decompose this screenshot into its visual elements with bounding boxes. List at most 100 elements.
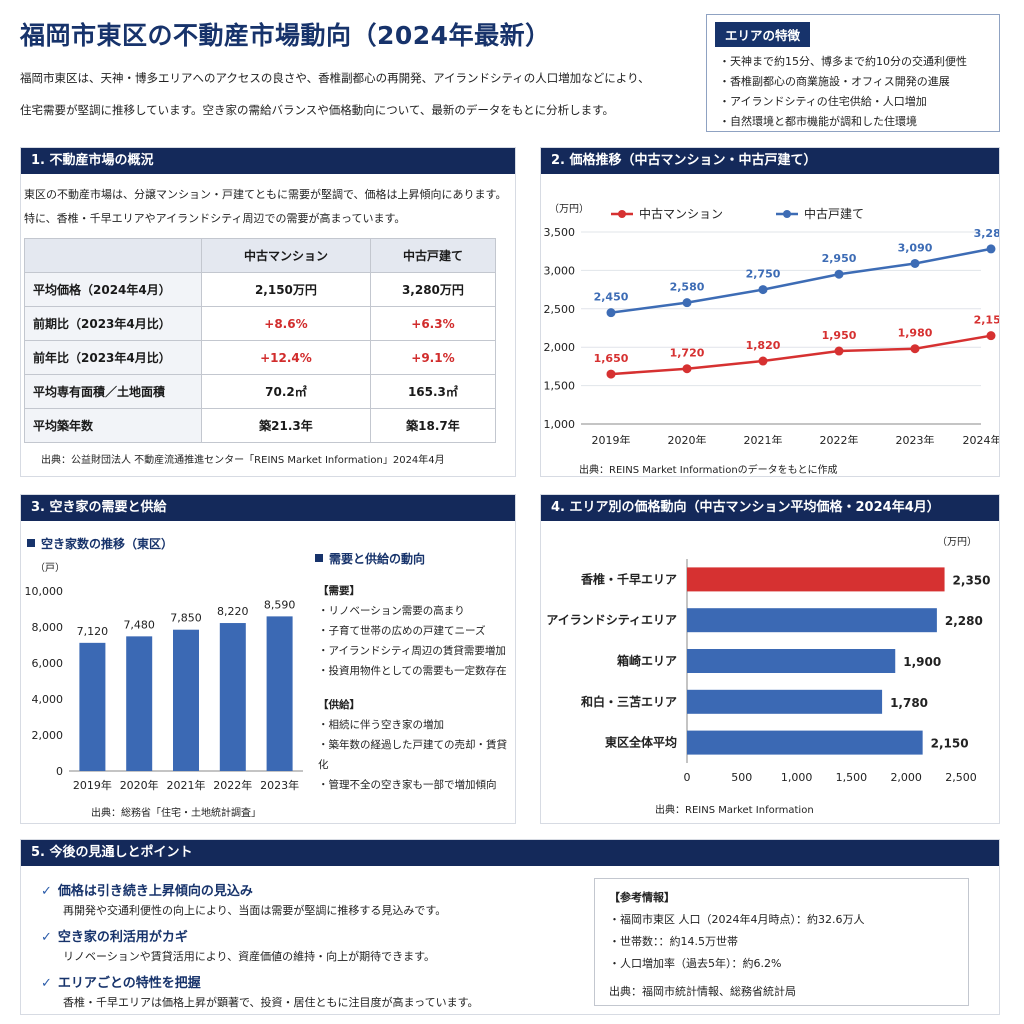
x-tick-label: 2022年 (820, 433, 859, 444)
data-label: 2,150 (974, 314, 999, 327)
x-tick-label: 2023年 (260, 778, 299, 792)
feature-item: ・アイランドシティの住宅供給・人口増加 (719, 95, 927, 108)
square-bullet-icon (315, 554, 323, 562)
x-axis-unit: （万円） (937, 536, 977, 548)
x-tick-label: 0 (684, 771, 691, 784)
bar (173, 629, 199, 771)
vacancy-heading: 3. 空き家の需要と供給 (21, 495, 515, 521)
intro-line-1: 福岡市東区は、天神・博多エリアへのアクセスの良さや、香椎副都心の再開発、アイラン… (20, 71, 650, 85)
area-price-panel: 4. エリア別の価格動向（中古マンション平均価格・2024年4月） （万円） 0 5… (540, 494, 1000, 824)
table-row: 前年比（2023年4月比） +12.4% +9.1% (24, 340, 497, 375)
legend-marker (618, 210, 626, 218)
price-trend-source: 出典：REINS Market Informationのデータをもとに作成 (579, 465, 838, 476)
data-label: 2,750 (746, 268, 781, 281)
x-tick-label: 2020年 (120, 778, 159, 792)
data-label: 1,780 (890, 696, 928, 710)
x-tick-label: 2,000 (890, 771, 922, 784)
price-trend-panel: 2. 価格推移（中古マンション・中古戸建て） （万円） 1,000 1,500 2,0… (540, 147, 1000, 477)
x-tick-label: 1,500 (836, 771, 868, 784)
x-tick-label: 2019年 (73, 778, 112, 792)
reference-item: ・人口増加率（過去5年）：約6.2% (609, 957, 782, 970)
row-label: 前期比（2023年4月比） (24, 306, 202, 341)
area-features-list: ・天神まで約15分、博多まで約10分の交通利便性 ・香椎副都心の商業施設・オフィ… (707, 47, 999, 132)
bar (266, 616, 293, 771)
data-point (606, 369, 616, 379)
x-tick-label: 500 (731, 771, 752, 784)
overview-line-1: 東区の不動産市場は、分譲マンション・戸建てともに需要が堅調で、価格は上昇傾向にあ… (24, 188, 507, 201)
series-line (610, 334, 992, 376)
table-corner (24, 238, 202, 273)
outlook-item-desc: 香椎・千早エリアは価格上昇が顕著で、投資・居住ともに注目度が高まっています。 (63, 996, 479, 1009)
y-tick-label: 1,500 (544, 380, 576, 393)
bar (687, 730, 923, 755)
row-label: 前年比（2023年4月比） (24, 340, 202, 375)
bar (687, 608, 937, 633)
y-tick-label: 2,000 (544, 341, 576, 354)
market-overview-panel: 1. 不動産市場の概況 東区の不動産市場は、分譲マンション・戸建てともに需要が堅… (20, 147, 516, 477)
y-axis-unit: （戸） (35, 562, 65, 574)
series-line (610, 247, 992, 314)
data-point (834, 269, 844, 279)
demand-item: ・アイランドシティ周辺の賃貸需要増加 (318, 645, 506, 657)
data-point (986, 244, 996, 254)
x-tick-label: 2021年 (744, 433, 783, 444)
supply-item: ・築年数の経過した戸建ての売却・賃貸化 (318, 739, 507, 771)
outlook-item-title: 価格は引き続き上昇傾向の見込み (57, 884, 253, 899)
data-label: 2,450 (594, 291, 629, 304)
data-point (758, 285, 768, 295)
trend-title: 需要と供給の動向 (315, 550, 425, 567)
supply-item: ・管理不全の空き家も一部で増加傾向 (318, 779, 497, 791)
legend-label: 中古マンション (639, 206, 723, 221)
category-label: アイランドシティエリア (546, 613, 677, 627)
x-tick-label: 2024年4月 (963, 433, 1000, 444)
data-point (986, 331, 996, 341)
demand-label: 【需要】 (318, 585, 360, 597)
feature-item: ・香椎副都心の商業施設・オフィス開発の進展 (719, 75, 950, 88)
demand-item: ・投資用物件としての需要も一定数存在 (318, 665, 507, 677)
outlook-panel: 5. 今後の見通しとポイント ✓ 価格は引き続き上昇傾向の見込み 再開発や交通利便… (20, 839, 1000, 1015)
reference-source: 出典：福岡市統計情報、総務省統計局 (609, 985, 796, 998)
feature-item: ・自然環境と都市機能が調和した住環境 (719, 115, 917, 128)
intro-line-2: 住宅需要が堅調に推移しています。空き家の需給バランスや価格動向について、最新のデ… (20, 103, 614, 117)
legend-marker (783, 210, 791, 218)
cell-house: +6.3% (369, 306, 497, 341)
y-tick-label: 2,000 (32, 729, 64, 742)
outlook-item-title: 空き家の利活用がカギ (57, 930, 188, 945)
supply-block: 【供給】 ・相続に伴う空き家の増加 ・築年数の経過した戸建ての売却・賃貸化 ・管… (318, 695, 515, 795)
cell-house: 165.3㎡ (369, 374, 497, 409)
area-features-title: エリアの特徴 (715, 22, 811, 47)
y-tick-label: 1,000 (544, 418, 576, 431)
table-row: 平均価格（2024年4月） 2,150万円 3,280万円 (24, 272, 497, 307)
demand-item: ・リノベーション需要の高まり (318, 605, 465, 617)
market-table: 中古マンション 中古戸建て 平均価格（2024年4月） 2,150万円 3,28… (24, 238, 497, 443)
page-title: 福岡市東区の不動産市場動向（2024年最新） (20, 21, 551, 50)
area-price-chart: （万円） 0 500 1,000 1,500 2,000 2,500 香椎・千早エリア 2,35… (546, 536, 991, 784)
data-point (682, 364, 692, 374)
reference-info-box: 【参考情報】 ・福岡市東区 人口（2024年4月時点）：約32.6万人 ・世帯数… (594, 878, 969, 1006)
intro-text: 福岡市東区は、天神・博多エリアへのアクセスの良さや、香椎副都心の再開発、アイラン… (20, 62, 700, 126)
legend-label: 中古戸建て (804, 206, 864, 221)
table-row: 平均築年数 築21.3年 築18.7年 (24, 408, 497, 443)
outlook-item: ✓ 空き家の利活用がカギ リノベーションや賃貸活用により、資産価値の維持・向上が期… (41, 926, 435, 964)
price-trend-heading: 2. 価格推移（中古マンション・中古戸建て） (541, 148, 999, 174)
data-label: 3,090 (898, 241, 933, 254)
row-label: 平均築年数 (24, 408, 202, 443)
data-label: 3,280 (974, 227, 999, 240)
x-tick-label: 2020年 (668, 433, 707, 444)
outlook-heading: 5. 今後の見通しとポイント (21, 840, 999, 866)
x-tick-label: 2023年 (896, 433, 935, 444)
data-label: 1,720 (670, 347, 705, 360)
price-trend-chart: （万円） 1,000 1,500 2,000 2,500 3,000 3,500 2019年 2… (544, 203, 1000, 444)
cell-house: +9.1% (369, 340, 497, 375)
reference-title: 【参考情報】 (609, 891, 675, 904)
category-label: 東区全体平均 (605, 735, 677, 750)
market-source: 出典：公益財団法人 不動産流通推進センター「REINS Market Infor… (41, 455, 445, 466)
data-point (910, 258, 920, 268)
cell-mansion: 築21.3年 (201, 408, 371, 443)
bar (687, 689, 883, 714)
data-label: 2,350 (953, 573, 991, 587)
y-tick-label: 0 (56, 765, 63, 778)
feature-item: ・天神まで約15分、博多まで約10分の交通利便性 (719, 55, 967, 68)
y-tick-label: 3,500 (544, 226, 576, 239)
vacancy-panel: 3. 空き家の需要と供給 空き家数の推移（東区） （戸） 0 2,000 4,000 6… (20, 494, 516, 824)
